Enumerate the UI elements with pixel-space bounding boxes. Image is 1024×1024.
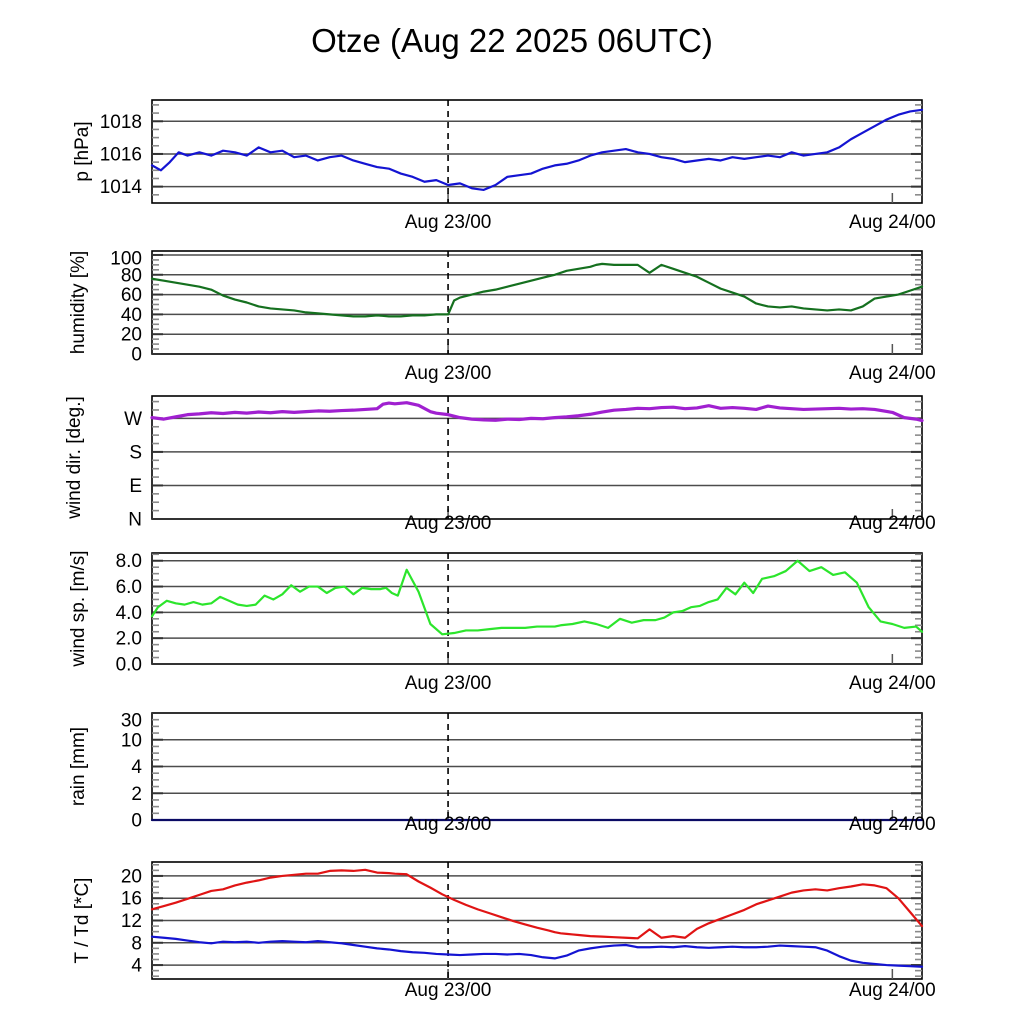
y-tick-label: 60 [121,285,142,306]
y-tick-label: 0.0 [116,655,142,676]
y-tick-label: 0 [131,811,142,832]
y-tick-label: 20 [121,325,142,346]
y-tick-label: 8.0 [116,551,142,572]
y-tick-label: 20 [121,866,142,887]
y-tick-label: 4.0 [116,603,142,624]
y-tick-label: 0 [131,345,142,366]
y-axis-label: rain [mm] [68,727,89,806]
series-pressure [150,108,924,192]
series-relative-humidity [150,262,924,318]
plot-frame [151,395,923,520]
x-tick-label: Aug 24/00 [849,673,936,694]
x-tick-label: Aug 24/00 [849,212,936,233]
y-tick-label: 80 [121,265,142,286]
y-tick-label: 1014 [100,177,143,198]
y-tick-label: 6.0 [116,577,142,598]
x-tick-label: Aug 23/00 [405,363,492,384]
series-wind-direction [150,401,924,423]
y-tick-label: 2 [131,784,142,805]
page-title: Otze (Aug 22 2025 06UTC) [311,22,713,59]
x-tick-label: Aug 23/00 [405,673,492,694]
x-tick-label: Aug 23/00 [405,980,492,1001]
y-tick-label: 1016 [100,144,142,165]
y-axis-label: wind sp. [m/s] [68,550,89,667]
series-temperature [150,868,924,940]
y-tick-label: 100 [110,249,142,270]
plot-frame [151,99,923,204]
panel-pressure: 1014 1016 1018 p [hPa] Aug 23/00 Aug 24/00 [72,99,936,233]
x-tick-label: Aug 23/00 [405,212,492,233]
y-axis-label: p [hPa] [72,121,93,181]
y-axis-label: wind dir. [deg.] [64,396,85,520]
x-tick-label: Aug 24/00 [849,814,936,835]
y-tick-label: S [129,442,142,463]
y-tick-label: 2.0 [116,629,142,650]
x-tick-label: Aug 23/00 [405,814,492,835]
x-tick-label: Aug 23/00 [405,513,492,534]
plot-frame [151,552,923,665]
y-tick-label: W [124,409,142,430]
y-tick-label: 1018 [100,112,142,133]
series-dewpoint [150,935,924,968]
y-tick-label: N [128,510,142,531]
y-tick-label: 40 [121,305,142,326]
plot-frame [151,250,923,355]
y-tick-label: 4 [131,757,142,778]
y-tick-label: 12 [121,911,142,932]
x-tick-label: Aug 24/00 [849,980,936,1001]
y-tick-label: 10 [121,730,142,751]
panel-wind_speed: 0.0 2.0 4.0 6.0 8.0 wind sp. [m/s] Aug 23/00 Au… [68,550,936,694]
y-axis-label: T / Td [*C] [72,878,93,964]
x-tick-label: Aug 24/00 [849,513,936,534]
x-tick-label: Aug 24/00 [849,363,936,384]
series-wind-speed [150,559,924,636]
y-tick-label: 8 [131,933,142,954]
y-tick-label: 16 [121,889,142,910]
y-tick-label: 4 [131,956,142,977]
y-tick-label: 30 [121,711,142,732]
y-tick-label: E [129,476,142,497]
y-axis-label: humidity [%] [68,251,89,354]
